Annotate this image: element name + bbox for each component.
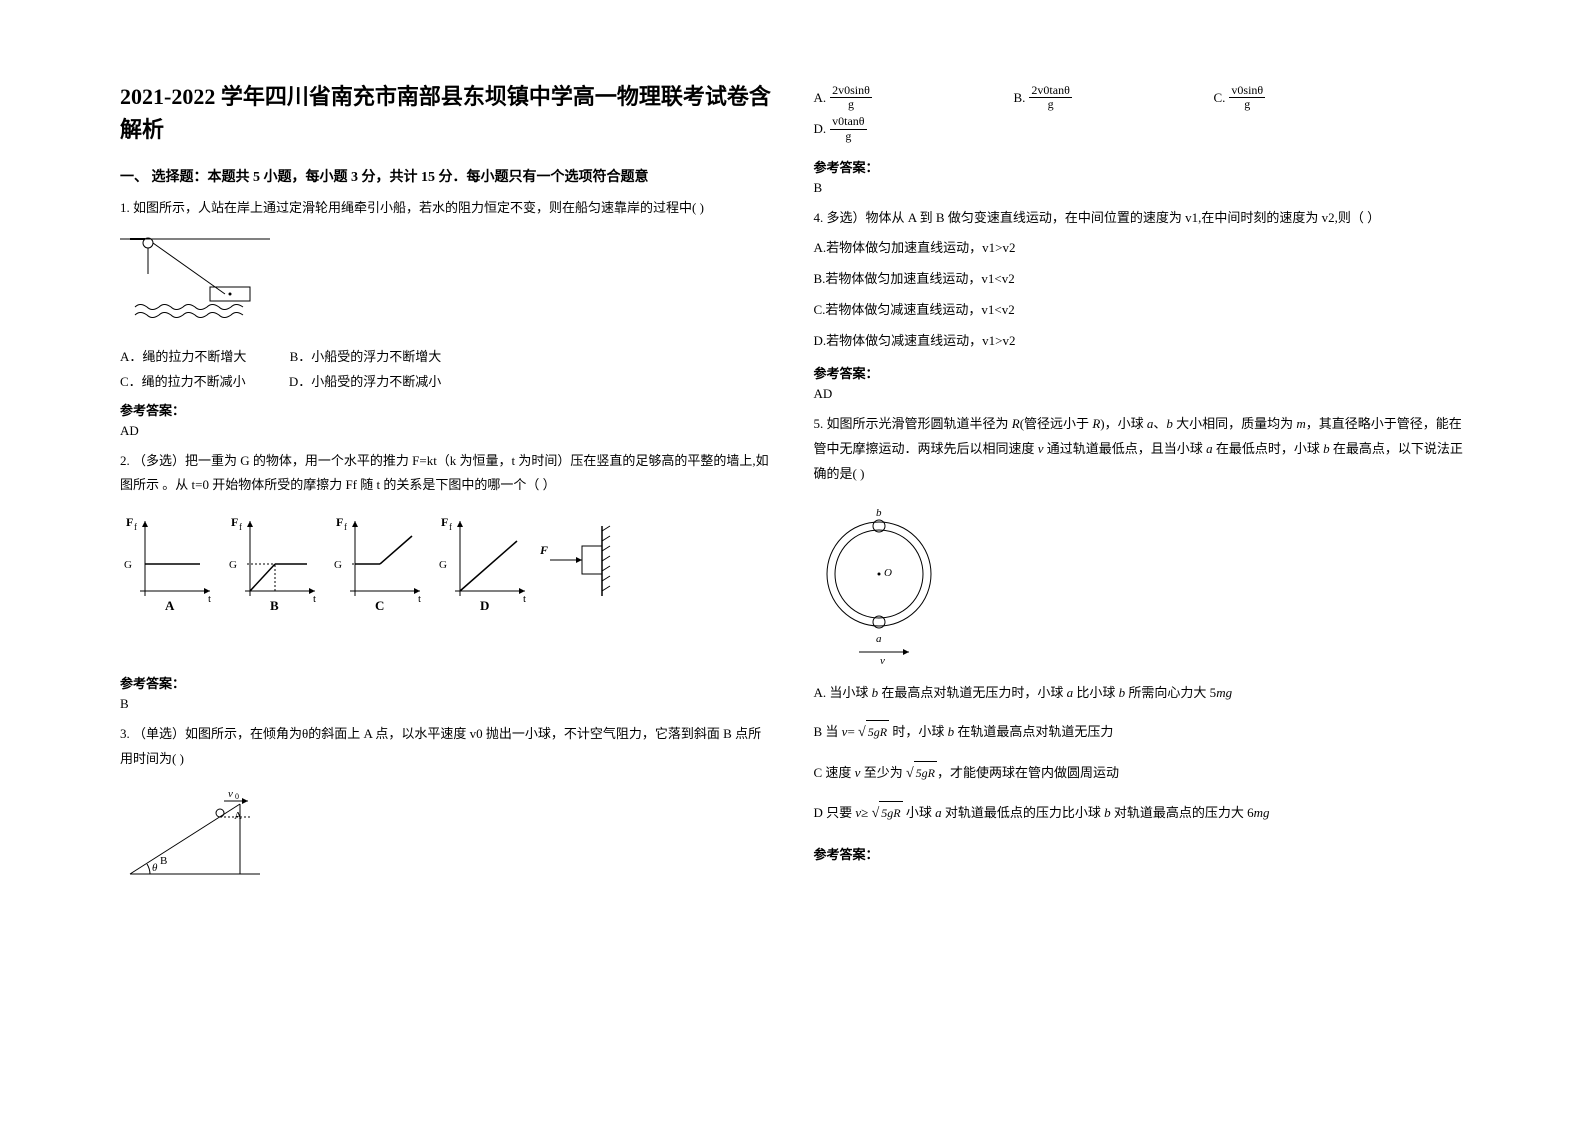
svg-text:v: v	[228, 788, 233, 800]
q3-diagram: θ A B v0	[120, 779, 774, 894]
q3-stem: 3. （单选）如图所示，在倾角为θ的斜面上 A 点，以水平速度 v0 抛出一小球…	[120, 722, 774, 771]
sqrt-icon: √5gR	[906, 761, 937, 788]
q5-stem: 5. 如图所示光滑管形圆轨道半径为 R(管径远小于 R)，小球 a、b 大小相同…	[814, 412, 1468, 486]
q4-option-c: C.若物体做匀减速直线运动，v1<v2	[814, 298, 1468, 323]
exam-title: 2021-2022 学年四川省南充市南部县东坝镇中学高一物理联考试卷含解析	[120, 80, 774, 146]
svg-text:f: f	[239, 522, 242, 532]
q5-answer-label: 参考答案：	[814, 844, 1468, 863]
svg-text:O: O	[884, 567, 892, 579]
pulley-boat-diagram	[120, 229, 270, 329]
q2-stem: 2. （多选）把一重为 G 的物体，用一个水平的推力 F=kt（k 为恒量，t …	[120, 449, 774, 498]
q3-option-a: A. 2v0sinθ g	[814, 84, 1014, 111]
svg-text:F: F	[126, 515, 133, 529]
right-column: A. 2v0sinθ g B. 2v0tanθ g C. v0sinθ g D.…	[794, 80, 1488, 1082]
q1-option-b: B．小船受的浮力不断增大	[290, 346, 442, 365]
svg-text:G: G	[334, 559, 342, 571]
svg-text:f: f	[344, 522, 347, 532]
q2-answer: B	[120, 696, 774, 712]
q4-option-d: D.若物体做匀减速直线运动，v1>v2	[814, 329, 1468, 354]
q1-stem: 1. 如图所示，人站在岸上通过定滑轮用绳牵引小船，若水的阻力恒定不变，则在船匀速…	[120, 196, 774, 221]
sqrt-icon: √5gR	[872, 801, 903, 828]
q3-option-b: B. 2v0tanθ g	[1014, 84, 1214, 111]
svg-text:t: t	[418, 593, 421, 605]
q4-answer-label: 参考答案：	[814, 363, 1468, 382]
svg-text:G: G	[439, 559, 447, 571]
svg-text:F: F	[539, 543, 548, 557]
incline-diagram: θ A B v0	[120, 779, 270, 889]
q1-answer: AD	[120, 423, 774, 439]
q4-option-a: A.若物体做匀加速直线运动，v1>v2	[814, 236, 1468, 261]
svg-text:t: t	[523, 593, 526, 605]
svg-text:G: G	[229, 559, 237, 571]
q4-stem: 4. 多选）物体从 A 到 B 做匀变速直线运动，在中间位置的速度为 v1,在中…	[814, 206, 1468, 231]
q1-answer-label: 参考答案：	[120, 400, 774, 419]
svg-text:a: a	[876, 633, 882, 645]
friction-graphs: Ff t G A Ff t G B	[120, 506, 620, 616]
svg-text:F: F	[336, 515, 343, 529]
svg-text:B: B	[270, 598, 279, 613]
svg-text:C: C	[375, 598, 384, 613]
q3-option-c: C. v0sinθ g	[1214, 84, 1414, 111]
q1-options-row1: A．绳的拉力不断增大 B．小船受的浮力不断增大	[120, 346, 774, 365]
svg-text:f: f	[449, 522, 452, 532]
sqrt-icon: √5gR	[858, 720, 889, 747]
svg-text:G: G	[124, 559, 132, 571]
svg-text:v: v	[880, 655, 885, 664]
q5-option-b: B 当 v= √5gR 时，小球 b 在轨道最高点对轨道无压力	[814, 720, 1468, 747]
q1-option-a: A．绳的拉力不断增大	[120, 346, 246, 365]
section-1-heading: 一、 选择题：本题共 5 小题，每小题 3 分，共计 15 分．每小题只有一个选…	[120, 166, 774, 186]
svg-text:t: t	[208, 593, 211, 605]
q3-options: A. 2v0sinθ g B. 2v0tanθ g C. v0sinθ g D.…	[814, 84, 1468, 147]
q3-option-d: D. v0tanθ g	[814, 115, 1014, 142]
circular-track-diagram: O b a v	[814, 494, 954, 664]
svg-text:b: b	[876, 507, 882, 519]
q5-option-c: C 速度 v 至少为 √5gR，才能使两球在管内做圆周运动	[814, 761, 1468, 788]
q5-option-a: A. 当小球 b 在最高点对轨道无压力时，小球 a 比小球 b 所需向心力大 5…	[814, 681, 1468, 706]
q2-diagram: Ff t G A Ff t G B	[120, 506, 774, 621]
q1-option-c: C．绳的拉力不断减小	[120, 371, 246, 390]
q1-diagram	[120, 229, 774, 334]
q2-answer-label: 参考答案：	[120, 673, 774, 692]
svg-text:0: 0	[235, 792, 239, 801]
svg-text:t: t	[313, 593, 316, 605]
svg-text:A: A	[165, 598, 175, 613]
svg-text:f: f	[134, 522, 137, 532]
q4-option-b: B.若物体做匀加速直线运动，v1<v2	[814, 267, 1468, 292]
svg-text:A: A	[234, 810, 242, 822]
q1-options-row2: C．绳的拉力不断减小 D．小船受的浮力不断减小	[120, 371, 774, 390]
q3-answer-label: 参考答案：	[814, 157, 1468, 176]
svg-text:θ: θ	[152, 862, 158, 874]
svg-text:F: F	[441, 515, 448, 529]
q5-diagram: O b a v	[814, 494, 1468, 669]
svg-text:D: D	[480, 598, 489, 613]
q5-option-d: D 只要 v≥ √5gR 小球 a 对轨道最低点的压力比小球 b 对轨道最高点的…	[814, 801, 1468, 828]
q4-answer: AD	[814, 386, 1468, 402]
svg-text:B: B	[160, 855, 167, 867]
left-column: 2021-2022 学年四川省南充市南部县东坝镇中学高一物理联考试卷含解析 一、…	[100, 80, 794, 1082]
svg-text:F: F	[231, 515, 238, 529]
q1-option-d: D．小船受的浮力不断减小	[289, 371, 441, 390]
q3-answer: B	[814, 180, 1468, 196]
